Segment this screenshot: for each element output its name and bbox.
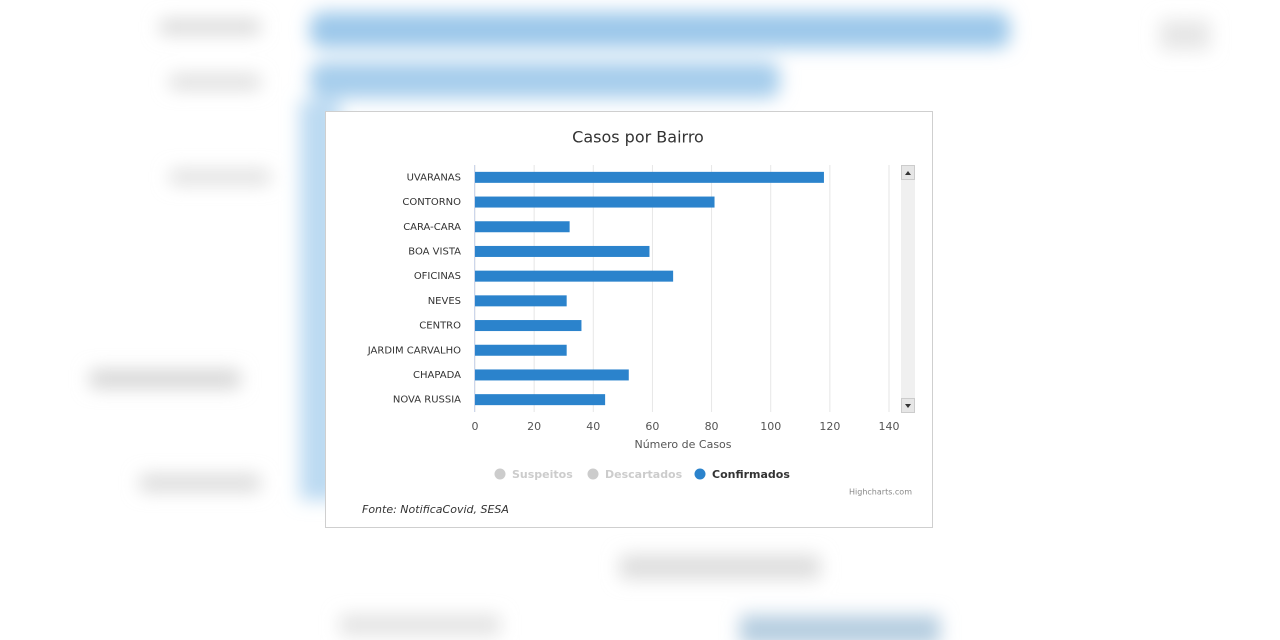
scroll-down-arrow xyxy=(905,404,911,408)
bar[interactable] xyxy=(475,245,650,257)
scroll-up-arrow xyxy=(905,171,911,175)
y-tick-label: CHAPADA xyxy=(413,370,461,381)
bar[interactable] xyxy=(475,320,582,332)
bar[interactable] xyxy=(475,394,606,406)
x-tick-label: 120 xyxy=(819,420,840,433)
legend-symbol[interactable] xyxy=(494,468,506,480)
y-tick-label: CONTORNO xyxy=(402,197,461,208)
y-tick-label: CARA-CARA xyxy=(403,222,461,233)
y-tick-label: CENTRO xyxy=(419,321,461,332)
chart-title: Casos por Bairro xyxy=(572,128,704,147)
y-tick-label: JARDIM CARVALHO xyxy=(367,345,461,356)
y-tick-label: UVARANAS xyxy=(407,172,461,183)
x-tick-label: 40 xyxy=(586,420,600,433)
legend-symbol[interactable] xyxy=(694,468,706,480)
x-axis-label: Número de Casos xyxy=(634,438,731,451)
y-tick-label: NOVA RUSSIA xyxy=(393,395,461,406)
bar[interactable] xyxy=(475,196,715,208)
bar[interactable] xyxy=(475,369,629,381)
y-tick-label: BOA VISTA xyxy=(408,246,461,257)
x-tick-label: 0 xyxy=(472,420,479,433)
x-tick-label: 100 xyxy=(760,420,781,433)
bar[interactable] xyxy=(475,344,567,356)
bar[interactable] xyxy=(475,270,674,282)
legend-item[interactable]: Descartados xyxy=(605,468,683,481)
x-tick-label: 60 xyxy=(645,420,659,433)
scrollbar-track[interactable] xyxy=(901,165,915,413)
bar[interactable] xyxy=(475,221,570,233)
bar[interactable] xyxy=(475,171,824,183)
bar[interactable] xyxy=(475,295,567,307)
legend-symbol[interactable] xyxy=(587,468,599,480)
legend-item[interactable]: Suspeitos xyxy=(512,468,573,481)
x-tick-label: 20 xyxy=(527,420,541,433)
x-tick-label: 80 xyxy=(705,420,719,433)
caption: Fonte: NotificaCovid, SESA xyxy=(362,503,509,516)
credits: Highcharts.com xyxy=(849,488,912,497)
x-tick-label: 140 xyxy=(879,420,900,433)
y-tick-label: NEVES xyxy=(428,296,461,307)
legend-item[interactable]: Confirmados xyxy=(712,468,790,481)
y-tick-label: OFICINAS xyxy=(414,271,461,282)
scrollbar[interactable] xyxy=(901,165,915,413)
